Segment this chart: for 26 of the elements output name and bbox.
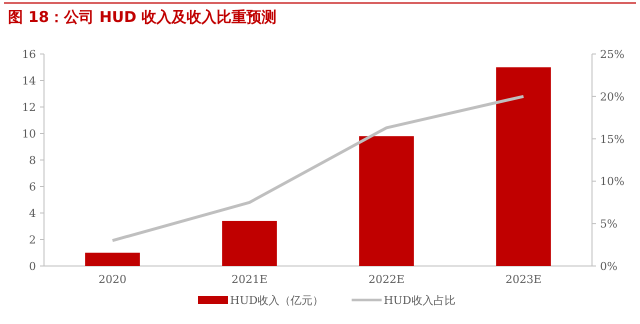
y-tick-label: 12 (22, 101, 36, 114)
chart-title: 图 18：公司 HUD 收入及收入比重预测 (8, 8, 277, 26)
x-tick-label: 2023E (505, 273, 542, 286)
x-tick-label: 2020 (98, 273, 126, 286)
bar (359, 136, 414, 266)
y2-tick-label: 20% (600, 90, 624, 104)
y2-tick-label: 0% (600, 260, 618, 273)
y-tick-label: 0 (29, 260, 36, 273)
y-tick-label: 16 (22, 48, 36, 61)
y2-tick-label: 15% (600, 132, 624, 146)
y-tick-label: 14 (22, 74, 36, 88)
bar (496, 67, 551, 266)
y2-tick-label: 25% (600, 48, 624, 61)
y-tick-label: 10 (22, 128, 36, 140)
legend-label: HUD收入（亿元） (230, 294, 324, 307)
y2-tick-label: 10% (600, 175, 624, 188)
y-tick-label: 8 (29, 154, 36, 167)
bar (85, 252, 140, 266)
x-tick-label: 2021E (231, 273, 268, 286)
y2-tick-label: 5% (600, 218, 618, 231)
legend-label: HUD收入占比 (384, 294, 456, 307)
y-tick-label: 6 (29, 180, 36, 194)
x-tick-label: 2022E (368, 273, 405, 286)
y-tick-label: 4 (29, 207, 36, 220)
y-tick-label: 2 (29, 234, 36, 246)
bar (222, 220, 277, 266)
